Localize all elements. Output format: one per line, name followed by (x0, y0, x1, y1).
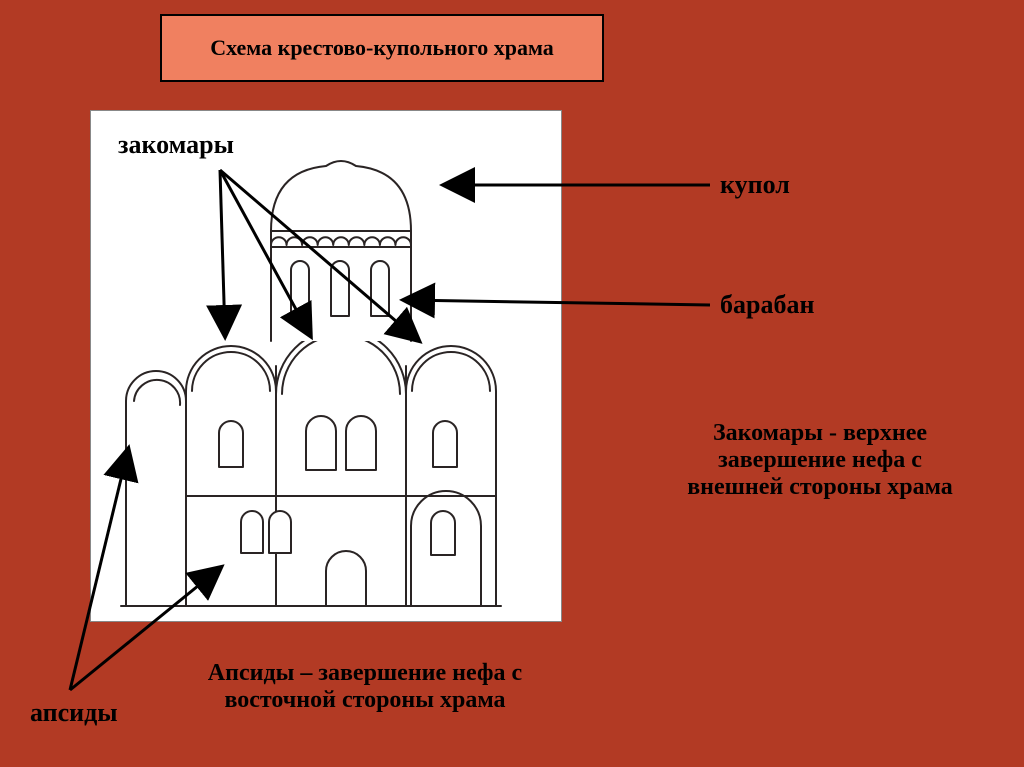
arrow-2 (220, 170, 418, 340)
arrow-overlay (0, 0, 1024, 767)
arrow-0 (220, 170, 225, 335)
arrow-4 (405, 300, 710, 305)
arrow-5 (70, 450, 128, 690)
arrow-1 (220, 170, 310, 335)
arrow-6 (70, 568, 220, 690)
